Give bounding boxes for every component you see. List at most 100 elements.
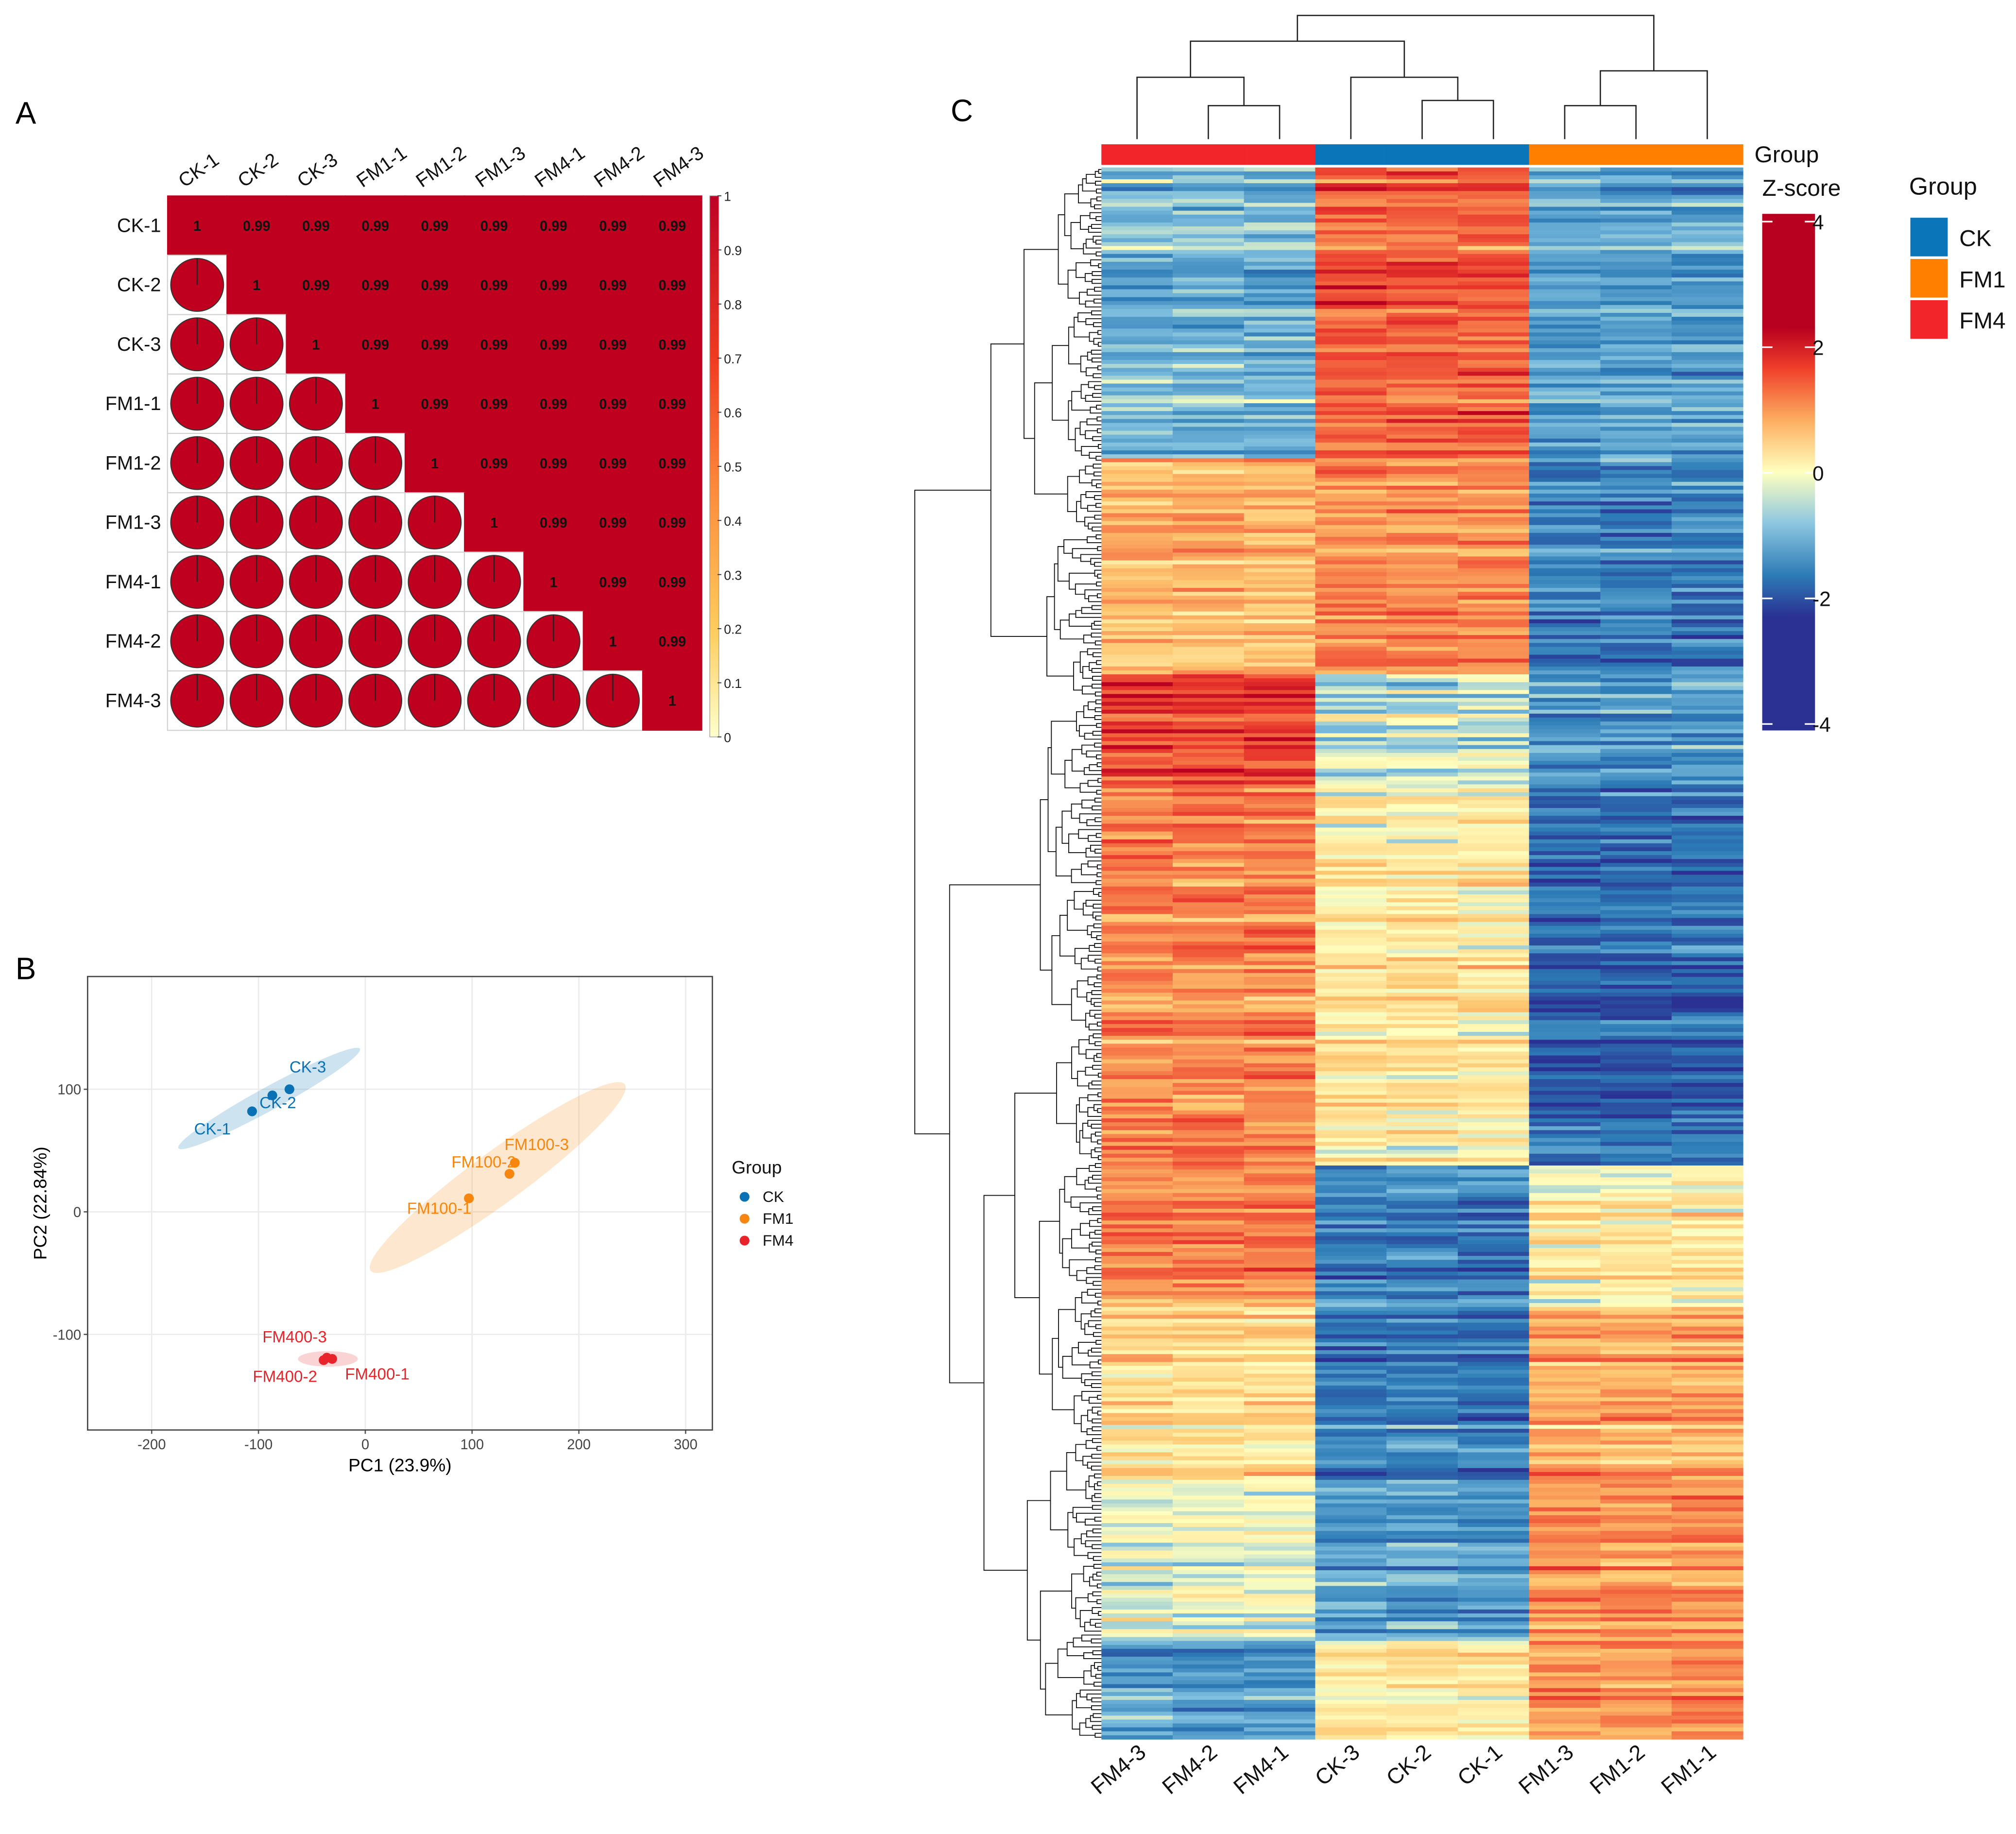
heatmap-cell [1457,1000,1530,1005]
heatmap-cell [1672,1161,1743,1166]
heatmap-cell [1101,886,1173,891]
heatmap-cell [1315,1684,1387,1689]
heatmap-cell [1172,470,1245,475]
column-label: CK-3 [1310,1739,1364,1790]
heatmap-cell [1600,281,1672,286]
heatmap-cell [1672,513,1743,518]
heatmap-cell [1457,933,1530,938]
heatmap-cell [1457,399,1530,404]
heatmap-cell [1101,980,1173,985]
heatmap-cell [1244,1417,1316,1422]
heatmap-cell [1101,1519,1173,1524]
corr-cell [345,255,406,315]
column-dendrogram [1136,15,1708,139]
heatmap-cell [1457,1177,1530,1182]
dendrogram-branch [1057,1648,1084,1678]
dendrogram-branch [1097,330,1102,335]
heatmap-cell [1529,910,1601,915]
heatmap-cell [1172,434,1245,439]
heatmap-cell [1315,210,1387,215]
heatmap-cell [1101,1161,1173,1166]
heatmap-cell [1457,1558,1530,1563]
heatmap-cell [1386,509,1458,514]
heatmap-cell [1600,874,1672,879]
dendrogram-branch [1093,471,1102,477]
heatmap-cell [1244,1574,1316,1579]
heatmap-cell [1529,360,1601,364]
heatmap-cell [1101,1633,1173,1638]
heatmap-cell [1244,874,1316,879]
heatmap-cell [1600,957,1672,962]
column-label: FM1-2 [412,142,470,192]
heatmap-cell [1600,195,1672,200]
heatmap-cell [1101,733,1173,738]
heatmap-cell [1386,812,1458,817]
heatmap-cell [1672,1366,1743,1371]
heatmap-cell [1529,945,1601,950]
heatmap-cell [1529,756,1601,761]
heatmap-cell [1457,1204,1530,1209]
heatmap-cell [1386,953,1458,958]
dendrogram-branch [1050,1471,1068,1530]
heatmap-cell [1672,1503,1743,1508]
heatmap-cell [1315,285,1387,290]
heatmap-cell [1172,1625,1245,1630]
heatmap-cell [1101,1731,1173,1736]
heatmap-cell [1672,627,1743,632]
heatmap-cell [1244,1047,1316,1052]
heatmap-cell [1172,332,1245,337]
corr-value: 0.99 [302,219,330,234]
heatmap-cell [1600,1652,1672,1657]
heatmap-cell [1529,647,1601,651]
heatmap-cell [1386,1417,1458,1422]
heatmap-cell [1672,1346,1743,1351]
heatmap-cell [1386,600,1458,604]
dendrogram-branch [1091,633,1102,638]
heatmap-cell [1600,1193,1672,1198]
dendrogram-branch [1070,222,1084,249]
heatmap-cell [1672,344,1743,349]
corr-cell [523,195,584,256]
heatmap-cell [1172,654,1245,659]
heatmap-cell [1529,1719,1601,1724]
heatmap-cell [1529,1157,1601,1162]
heatmap-cell [1244,175,1316,180]
heatmap-cell [1172,1220,1245,1225]
heatmap-cell [1672,564,1743,569]
dendrogram-branch [1097,1218,1102,1223]
dendrogram-branch [1052,345,1069,421]
heatmap-cell [1101,1661,1173,1665]
heatmap-cell [1315,1319,1387,1323]
heatmap-cell [1386,898,1458,903]
heatmap-cell [1672,274,1743,278]
heatmap-cell [1457,442,1530,447]
heatmap-cell [1101,937,1173,942]
heatmap-cell [1244,1680,1316,1685]
heatmap-cell [1244,1664,1316,1669]
heatmap-cell [1672,1208,1743,1213]
heatmap-cell [1315,890,1387,895]
heatmap-cell [1672,1122,1743,1127]
heatmap-cell [1386,1562,1458,1567]
heatmap-cell [1529,478,1601,482]
heatmap-cell [1600,348,1672,353]
heatmap-cell [1529,466,1601,471]
heatmap-cell [1672,356,1743,360]
heatmap-cell [1672,1004,1743,1009]
dendrogram-branch [1098,1359,1102,1365]
heatmap-cell [1172,721,1245,726]
heatmap-cell [1457,545,1530,549]
heatmap-cell [1315,859,1387,864]
heatmap-cell [1101,863,1173,868]
heatmap-cell [1600,360,1672,364]
heatmap-cell [1244,745,1316,750]
heatmap-cell [1172,1535,1245,1540]
heatmap-cell [1172,1067,1245,1072]
heatmap-cell [1529,1417,1601,1422]
heatmap-cell [1244,446,1316,451]
dendrogram-branch [1014,1093,1057,1298]
heatmap-cell [1386,1338,1458,1343]
heatmap-cell [1101,505,1173,510]
heatmap-cell [1101,902,1173,907]
heatmap-cell [1315,481,1387,486]
